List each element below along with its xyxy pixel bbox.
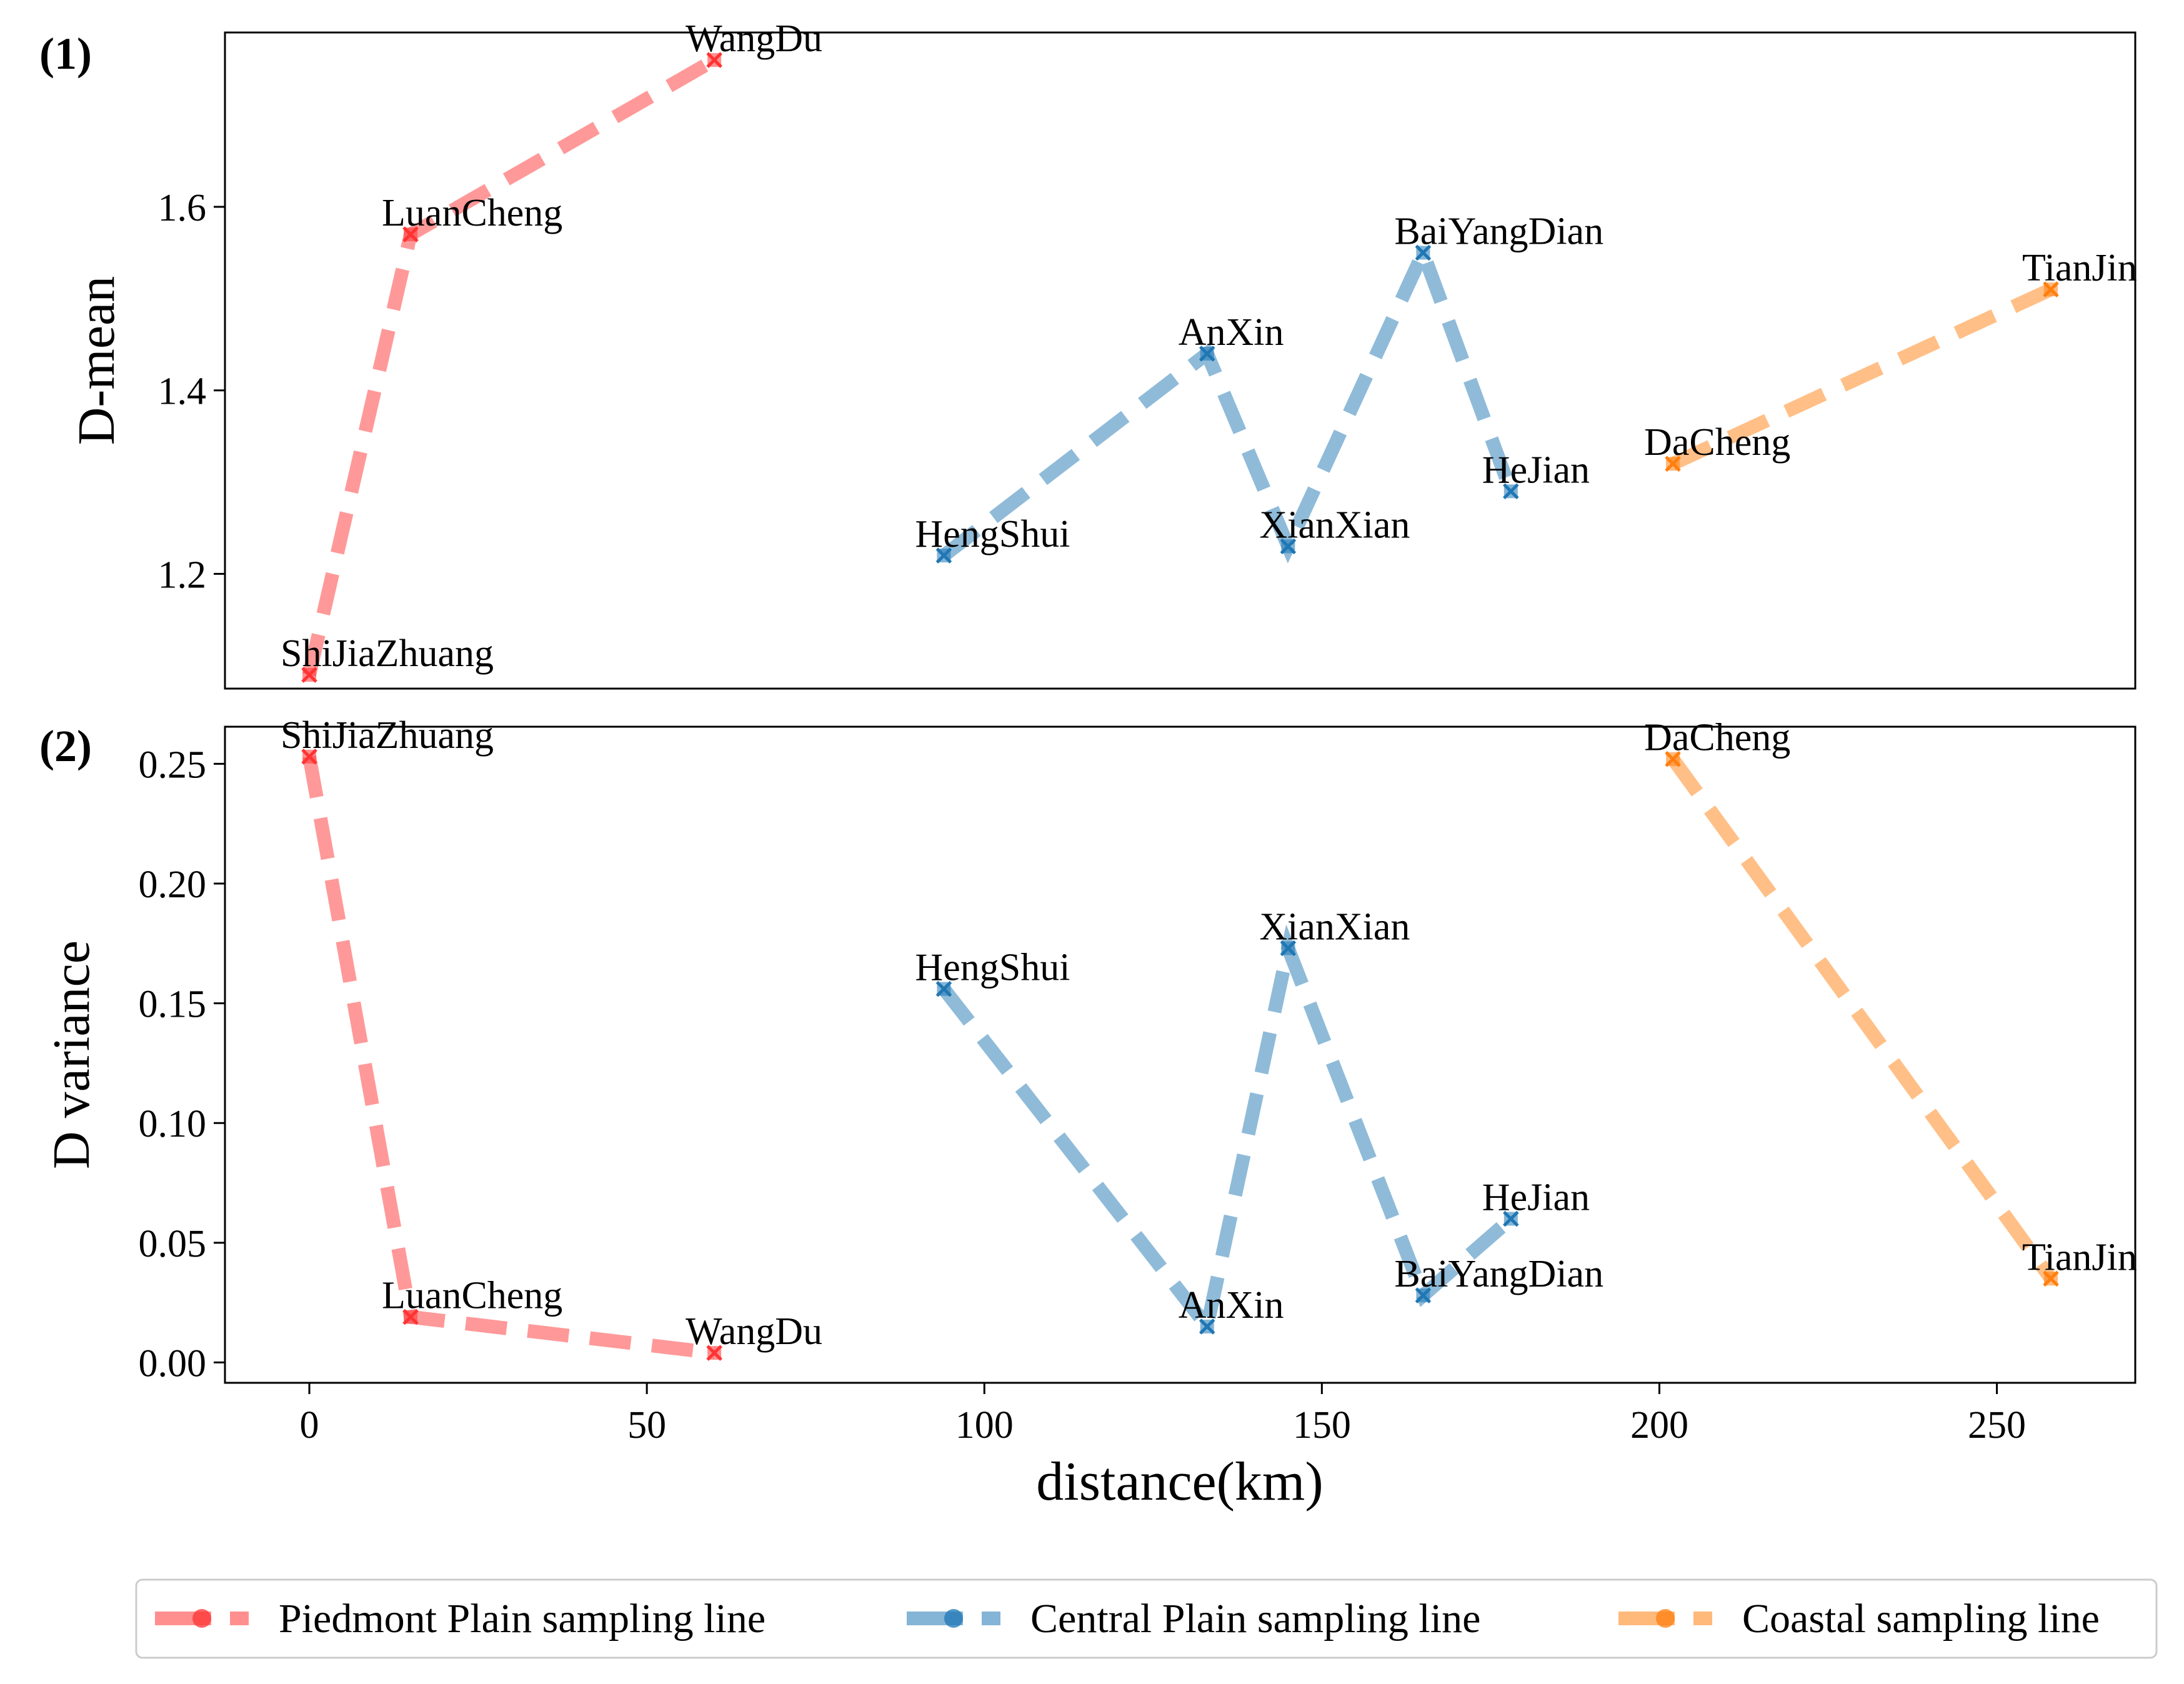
legend-label: Coastal sampling line [1742, 1596, 2100, 1642]
panel-1-y-ticks: 1.2 1.4 1.6 [158, 187, 225, 596]
legend-entry: Coastal sampling line [1618, 1596, 2100, 1642]
y-tick-label: 0.25 [139, 744, 207, 786]
legend-entries: Piedmont Plain sampling line Central Plai… [155, 1596, 2100, 1642]
y-tick-label: 1.6 [158, 187, 207, 229]
y-tick-label: 1.2 [158, 554, 207, 596]
point-label: ShiJiaZhuang [281, 632, 494, 675]
panel-1-label: (1) [39, 29, 92, 79]
panel-2-label: (2) [39, 721, 92, 771]
data-point-marker [1503, 1210, 1519, 1227]
point-label: ShiJiaZhuang [281, 714, 494, 757]
panel-1-point-labels: ShiJiaZhuang LuanCheng WangDu HengShui AnXin… [281, 17, 2137, 675]
series-line-3 [1667, 755, 2057, 1283]
data-point-marker [935, 547, 952, 564]
legend-marker [192, 1609, 211, 1628]
data-point-marker [301, 749, 317, 765]
legend-marker [1656, 1609, 1675, 1628]
x-tick-label: 50 [627, 1404, 666, 1447]
panel-2-plot-frame [224, 725, 2137, 1384]
legend-entry: Central Plain sampling line [907, 1596, 1480, 1642]
panel-2: (2) ShiJiaZhuang LuanCheng WangDu HengShui A… [39, 714, 2137, 1512]
point-label: BaiYangDian [1394, 210, 1603, 252]
legend-frame [135, 1578, 2158, 1659]
point-label: HeJian [1482, 1177, 1590, 1219]
data-point-marker [1199, 1318, 1215, 1335]
point-label: LuanCheng [382, 192, 562, 234]
point-label: LuanCheng [382, 1275, 562, 1317]
data-point-marker [706, 52, 722, 68]
x-axis-label: distance(km) [1036, 1452, 1323, 1512]
data-point-marker [1503, 483, 1519, 500]
data-point-marker [1665, 750, 1681, 767]
x-tick-label: 100 [955, 1404, 1014, 1447]
data-point-marker [1415, 244, 1432, 261]
y-tick-label: 0.15 [139, 984, 207, 1026]
point-label: AnXin [1179, 311, 1284, 354]
panel-2-x-ticks: 0 50 100 150 200 250 [300, 1383, 2026, 1447]
data-point-marker [1665, 456, 1681, 472]
panel-1: (1) ShiJiaZhuang LuanCheng WangDu HengShui A… [39, 17, 2137, 690]
point-label: AnXin [1179, 1284, 1284, 1327]
point-label: HengShui [915, 947, 1070, 989]
x-tick-label: 150 [1293, 1404, 1351, 1447]
y-tick-label: 0.20 [139, 864, 207, 906]
data-point-marker [2043, 281, 2059, 297]
point-label: WangDu [686, 17, 822, 60]
data-point-marker [402, 226, 419, 242]
series-line-2 [939, 234, 1518, 564]
panel-1-series [301, 52, 2059, 683]
legend-marker [944, 1609, 963, 1628]
legend-entry: Piedmont Plain sampling line [155, 1596, 765, 1642]
point-label: TianJin [2022, 247, 2137, 289]
point-label: XianXian [1259, 905, 1410, 948]
y-tick-label: 0.05 [139, 1223, 207, 1265]
data-point-marker [1280, 538, 1297, 555]
point-label: TianJin [2022, 1236, 2137, 1278]
point-label: WangDu [686, 1310, 822, 1353]
panel-2-point-labels: ShiJiaZhuang LuanCheng WangDu HengShui AnXin… [281, 714, 2137, 1353]
point-label: DaCheng [1644, 421, 1790, 464]
x-tick-label: 200 [1630, 1404, 1688, 1447]
data-point-marker [706, 1345, 722, 1361]
point-label: HeJian [1482, 449, 1590, 491]
panel-2-y-axis-label: D variance [42, 940, 101, 1169]
data-point-marker [1415, 1287, 1432, 1303]
data-point-marker [2043, 1270, 2059, 1287]
x-tick-label: 0 [300, 1404, 319, 1447]
x-tick-label: 250 [1968, 1404, 2026, 1447]
panel-1-y-axis-label: D-mean [67, 276, 126, 446]
series-line-3 [1670, 283, 2054, 471]
point-label: HengShui [915, 513, 1070, 556]
point-label: BaiYangDian [1394, 1253, 1603, 1295]
series-line-1 [302, 755, 716, 1360]
legend-label: Central Plain sampling line [1030, 1596, 1480, 1642]
data-point-marker [1199, 346, 1215, 362]
point-label: DaCheng [1644, 717, 1790, 759]
y-tick-label: 0.00 [139, 1342, 207, 1385]
data-point-marker [301, 667, 317, 683]
data-point-marker [402, 1308, 419, 1325]
y-tick-label: 0.10 [139, 1103, 207, 1145]
panel-1-plot-frame [224, 31, 2137, 690]
panel-2-series [301, 749, 2059, 1361]
y-tick-label: 1.4 [158, 371, 207, 413]
panel-2-y-ticks: 0.00 0.05 0.10 0.15 0.20 0.25 [139, 744, 225, 1385]
data-point-marker [935, 980, 952, 997]
data-point-marker [1280, 940, 1297, 957]
series-line-1 [302, 54, 718, 677]
legend-label: Piedmont Plain sampling line [279, 1596, 765, 1642]
legend: Piedmont Plain sampling line Central Plai… [135, 1578, 2158, 1659]
point-label: XianXian [1259, 504, 1410, 546]
